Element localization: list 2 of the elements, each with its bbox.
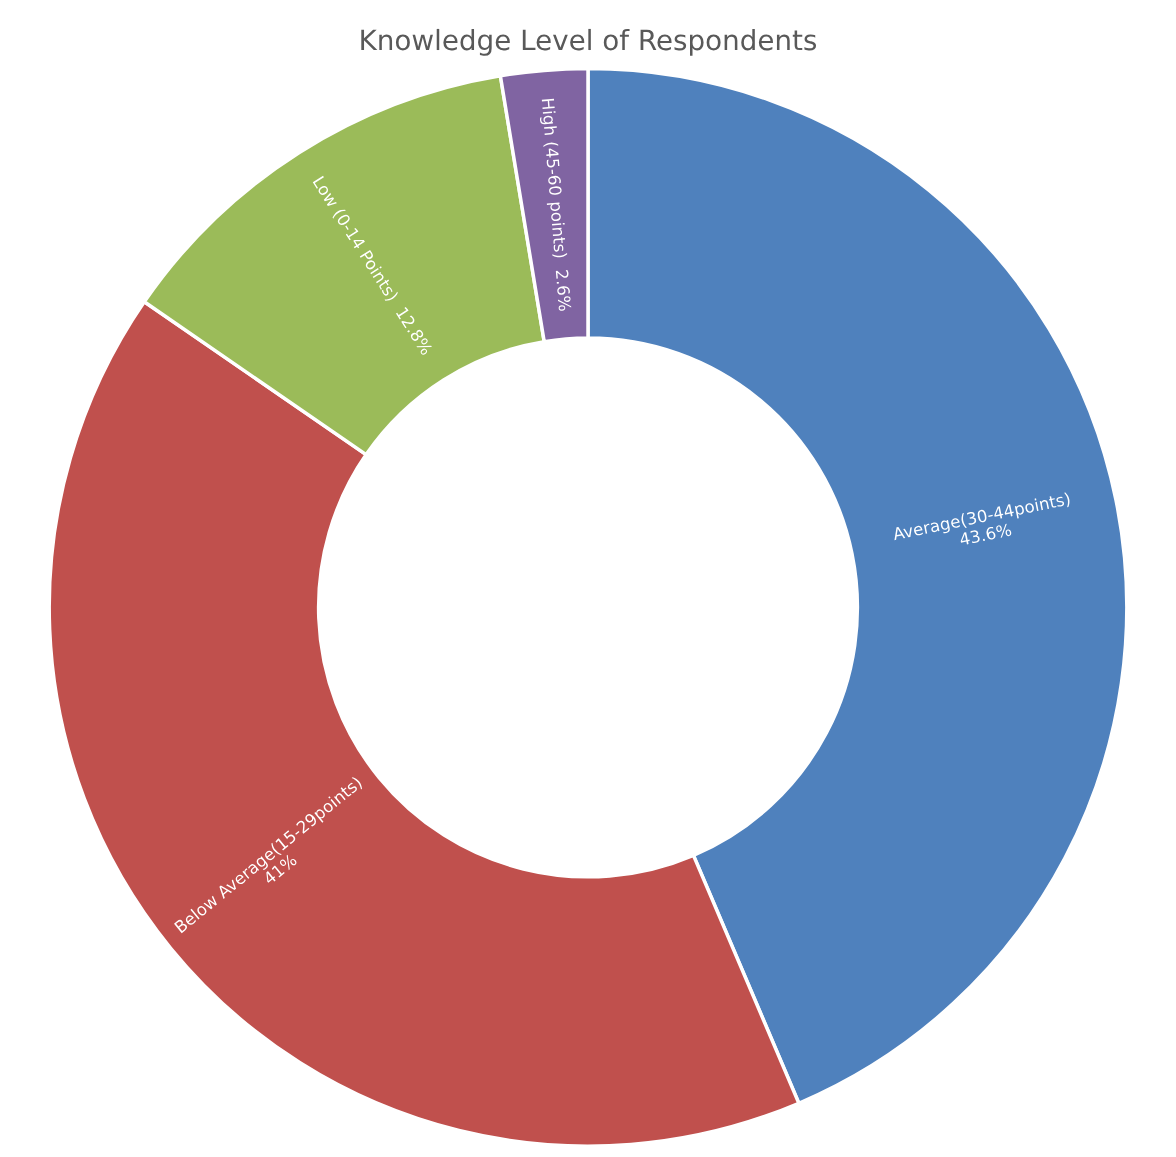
slice-label: High (45-60 points) 2.6%: [538, 98, 572, 312]
chart-title: Knowledge Level of Respondents: [361, 28, 817, 56]
